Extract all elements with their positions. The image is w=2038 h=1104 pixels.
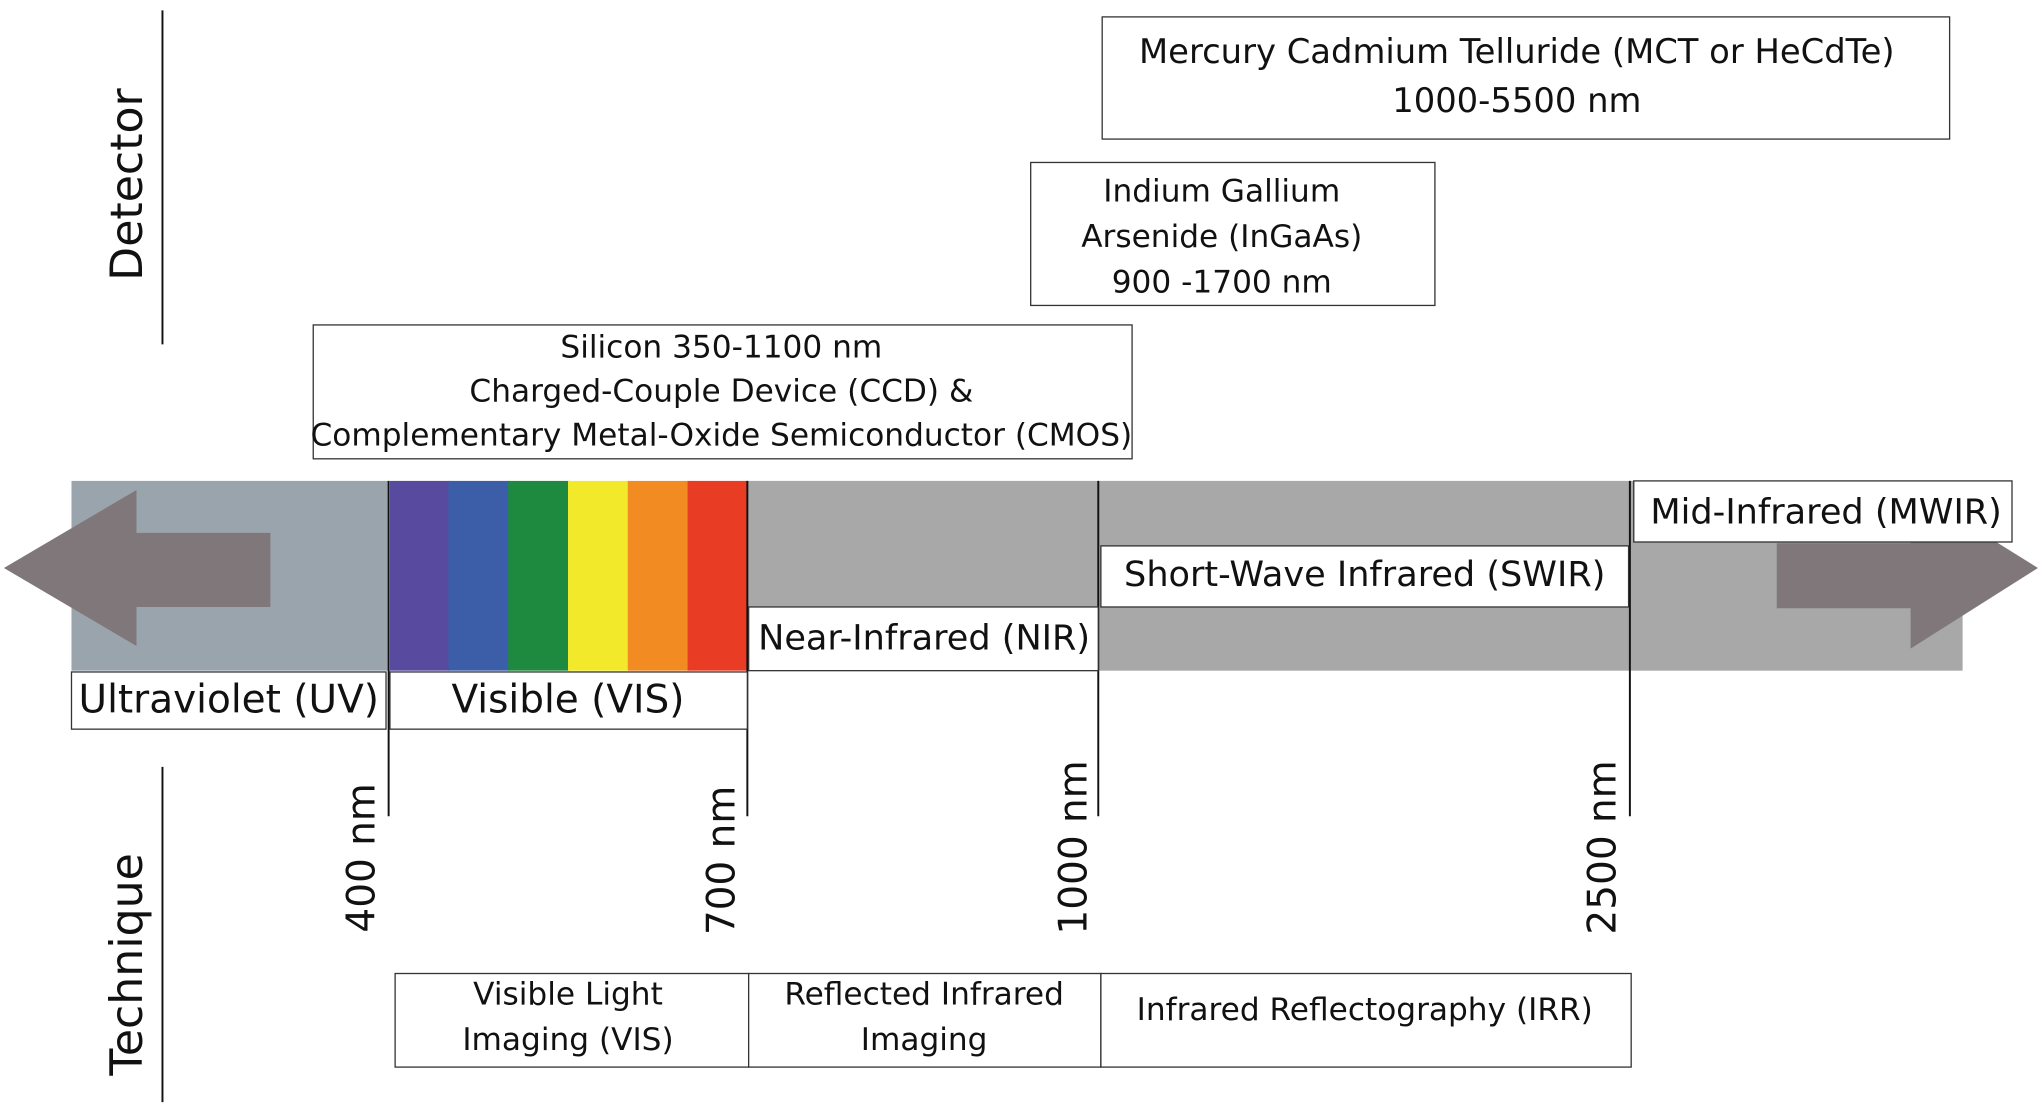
detector-line: Charged-Couple Device (CCD) & xyxy=(469,374,973,410)
technique-boxes: Visible Light Imaging (VIS) Reflected In… xyxy=(394,972,1632,1068)
wavelength-label: 400 nm xyxy=(339,783,384,933)
axis-label: Detector xyxy=(102,87,153,280)
detector-line: Mercury Cadmium Telluride (MCT or HeCdTe… xyxy=(1139,32,1895,71)
detector-line: 900 -1700 nm xyxy=(1112,264,1332,300)
technique-line: Infrared Reflectography (IRR) xyxy=(1137,992,1593,1028)
wavelength-label: 2500 nm xyxy=(1581,760,1626,934)
region-label: Near-Infrared (NIR) xyxy=(758,617,1090,658)
region-label: Ultraviolet (UV) xyxy=(79,677,379,722)
region-label: Visible (VIS) xyxy=(451,677,684,722)
technique-line: Imaging (VIS) xyxy=(462,1022,673,1058)
wavelength-label: 700 nm xyxy=(699,786,744,936)
detector-line: 1000-5500 nm xyxy=(1392,81,1641,120)
technique-line: Imaging xyxy=(861,1022,988,1058)
region-label: Short-Wave Infrared (SWIR) xyxy=(1124,554,1605,595)
detector-boxes: Mercury Cadmium Telluride (MCT or HeCdTe… xyxy=(311,16,1951,460)
region-boxes: Ultraviolet (UV) Visible (VIS) Near-Infr… xyxy=(70,480,2013,730)
wavelength-label: 1000 nm xyxy=(1052,760,1097,934)
detector-line: Arsenide (InGaAs) xyxy=(1081,219,1362,255)
region-label: Mid-Infrared (MWIR) xyxy=(1650,491,2001,532)
axis-label: Technique xyxy=(102,853,153,1076)
detector-line: Complementary Metal-Oxide Semiconductor … xyxy=(311,418,1133,454)
technique-line: Reflected Infrared xyxy=(784,977,1064,1013)
arrow-left xyxy=(3,490,271,646)
detector-line: Silicon 350-1100 nm xyxy=(560,329,882,365)
technique-line: Visible Light xyxy=(473,977,663,1013)
detector-line: Indium Gallium xyxy=(1103,173,1340,209)
